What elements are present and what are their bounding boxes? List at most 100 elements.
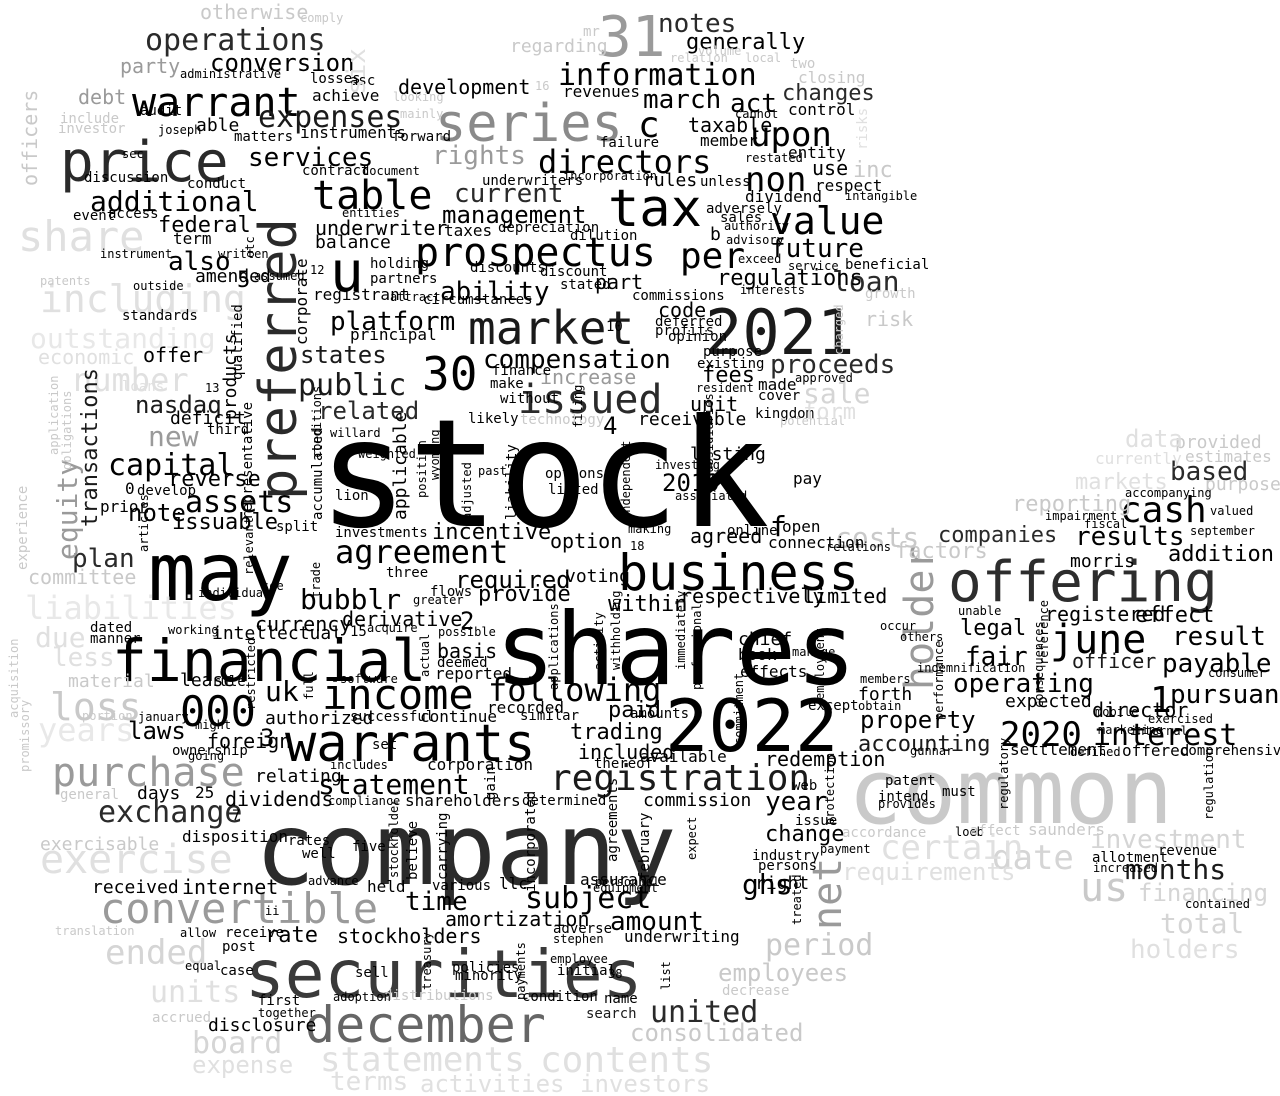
word-contained: contained bbox=[1185, 897, 1251, 912]
word-past: past bbox=[478, 464, 507, 479]
word-relating: relating bbox=[255, 765, 342, 787]
word-option: option bbox=[550, 529, 623, 553]
word-ii: ii bbox=[265, 904, 280, 919]
word-ended: ended bbox=[105, 932, 208, 973]
word-settlement: settlement bbox=[1010, 740, 1107, 760]
word-due: due bbox=[35, 620, 86, 654]
word-entity: entity bbox=[788, 143, 846, 163]
word-underwriters: underwriters bbox=[482, 172, 584, 189]
word-defined: defined bbox=[1070, 745, 1121, 760]
word-accrued: accrued bbox=[152, 1009, 212, 1026]
word-well: well bbox=[302, 845, 336, 862]
word-less: less bbox=[52, 643, 115, 674]
word-registration: registration bbox=[550, 758, 811, 800]
word-subject: subject bbox=[525, 881, 652, 916]
word-listed: listed bbox=[548, 481, 599, 498]
word-financing: financing bbox=[1138, 878, 1269, 907]
word-13: 13 bbox=[205, 381, 220, 396]
word-foreign: foreign bbox=[207, 729, 292, 753]
word-intellectual: intellectual bbox=[212, 622, 343, 644]
word-recorded: recorded bbox=[487, 698, 565, 718]
word-disposition: disposition bbox=[182, 827, 288, 847]
word-public: public bbox=[298, 368, 407, 403]
word-professional: professional bbox=[690, 603, 704, 690]
word-lease: lease bbox=[180, 669, 235, 691]
word-treated: treated bbox=[790, 874, 804, 925]
word-charged: charged bbox=[832, 304, 846, 355]
word-part: part bbox=[595, 270, 644, 294]
word-required: required bbox=[455, 565, 571, 594]
word-conduct: conduct bbox=[187, 175, 247, 192]
word-companies: companies bbox=[938, 523, 1058, 549]
word-underwriting: underwriting bbox=[624, 927, 740, 947]
word-chief: chief bbox=[738, 628, 793, 650]
word-management: management bbox=[442, 200, 587, 229]
word-decrease: decrease bbox=[722, 982, 790, 999]
word-trading: trading bbox=[570, 720, 663, 746]
word-5: 5 bbox=[237, 268, 251, 294]
word-two: two bbox=[790, 55, 816, 72]
word-advance: advance bbox=[308, 874, 359, 889]
word-translation: translation bbox=[55, 924, 135, 939]
word-control: control bbox=[788, 100, 856, 120]
word-directors: directors bbox=[538, 143, 712, 182]
word-affect: affect bbox=[970, 822, 1021, 839]
word-impairment: impairment bbox=[1045, 509, 1118, 524]
word-partners: partners bbox=[370, 270, 438, 287]
word-protection: protection bbox=[823, 752, 837, 825]
word-without: without bbox=[500, 390, 560, 407]
word-ability: ability bbox=[440, 277, 550, 308]
word-purpose: purpose bbox=[703, 343, 763, 360]
word-increase: increase bbox=[540, 365, 637, 389]
word-gain: gain bbox=[483, 766, 499, 800]
word-10: 10 bbox=[606, 318, 623, 335]
word-various: various bbox=[432, 877, 492, 894]
word-finance: finance bbox=[492, 362, 552, 379]
word-taxable: taxable bbox=[688, 113, 773, 137]
word-looking: looking bbox=[393, 90, 444, 105]
word-comprehensive: comprehensive bbox=[1180, 742, 1280, 759]
word-technology: technology bbox=[520, 411, 605, 428]
word-transactions: transactions bbox=[78, 368, 103, 527]
word-rates: rates bbox=[288, 832, 331, 849]
word-exercisable: exercisable bbox=[40, 833, 160, 855]
word-believe: believe bbox=[405, 820, 421, 880]
word-factors: factors bbox=[895, 539, 988, 565]
word-available: available bbox=[640, 747, 727, 767]
word-distributions: distributions bbox=[384, 987, 494, 1004]
word-dated: dated bbox=[90, 619, 133, 636]
word-liabilities: liabilities bbox=[25, 589, 237, 628]
word-disclosure: disclosure bbox=[208, 1014, 317, 1036]
word-continue: continue bbox=[420, 707, 498, 727]
word-online: online bbox=[727, 522, 778, 539]
word-3: 3 bbox=[260, 723, 275, 752]
word-allow: allow bbox=[180, 926, 217, 941]
word-operating: operating bbox=[953, 669, 1094, 700]
word-deemed: deemed bbox=[437, 654, 488, 671]
word-greater: greater bbox=[413, 593, 464, 608]
word-mr: mr bbox=[583, 23, 600, 40]
word-wyoming: wyoming bbox=[428, 429, 442, 480]
word-form: form bbox=[803, 400, 856, 426]
word-list: list bbox=[659, 961, 673, 990]
word-uk: uk bbox=[265, 674, 299, 708]
word-instruments: instruments bbox=[300, 123, 406, 143]
word-growth: growth bbox=[865, 285, 916, 302]
word-legal: legal bbox=[960, 616, 1027, 642]
word-minority: minority bbox=[455, 967, 523, 984]
word-set: set bbox=[372, 736, 398, 753]
word-registrant: registrant bbox=[313, 285, 410, 305]
word-act: act bbox=[730, 89, 777, 120]
word-book: book bbox=[738, 645, 777, 665]
word-unable: unable bbox=[958, 604, 1002, 619]
word-b: b bbox=[710, 223, 721, 245]
word-prospectus: prospectus bbox=[415, 230, 656, 276]
word-derivative: derivative bbox=[342, 607, 463, 631]
word-services: services bbox=[248, 143, 374, 174]
word-year: year bbox=[765, 787, 828, 818]
word-resident: resident bbox=[696, 381, 754, 396]
word-personnel: personnel bbox=[595, 875, 661, 890]
word-make: make bbox=[490, 375, 524, 392]
word-38: 38 bbox=[608, 967, 623, 982]
word-six: six bbox=[342, 48, 372, 95]
